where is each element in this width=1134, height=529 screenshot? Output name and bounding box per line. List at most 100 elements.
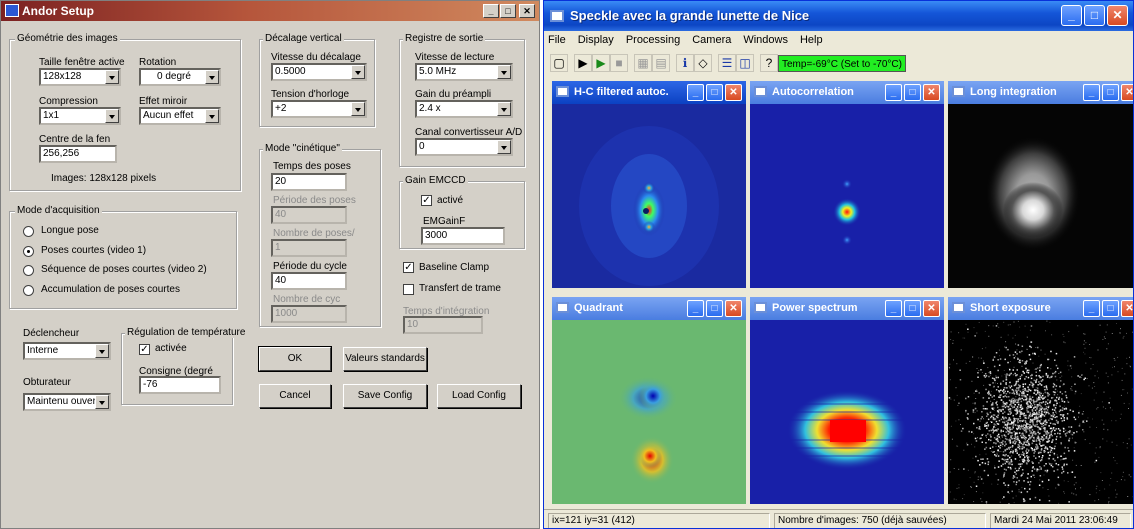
maximize-icon[interactable]: □	[1084, 5, 1105, 26]
menu-file[interactable]: File	[548, 34, 566, 46]
chevron-down-icon[interactable]	[497, 65, 511, 79]
close-icon[interactable]: ✕	[1121, 300, 1133, 317]
chevron-down-icon[interactable]	[105, 109, 119, 123]
lecture-select[interactable]: 5.0 MHz	[415, 63, 513, 81]
andor-title-bar[interactable]: Andor Setup _ □ ✕	[1, 1, 539, 21]
minimize-icon[interactable]: _	[687, 84, 704, 101]
menu-display[interactable]: Display	[577, 34, 614, 46]
erase-icon[interactable]: ◇	[694, 54, 712, 72]
panel-title-bar[interactable]: H-C filtered autoc. _ □ ✕	[552, 81, 746, 104]
panel-short-exposure[interactable]: Short exposure _ □ ✕	[948, 297, 1133, 507]
menu-processing[interactable]: Processing	[625, 34, 681, 46]
maximize-icon[interactable]: □	[904, 300, 921, 317]
menu-windows[interactable]: Windows	[743, 34, 788, 46]
standard-values-button[interactable]: Valeurs standards	[343, 347, 427, 371]
rotation-select[interactable]: 0 degré	[139, 68, 221, 86]
stop-icon[interactable]: ■	[610, 54, 628, 72]
declencheur-select[interactable]: Interne	[23, 342, 111, 360]
canal-select[interactable]: 0	[415, 138, 513, 156]
chevron-down-icon[interactable]	[95, 395, 109, 409]
emccd-checkbox[interactable]: ✓	[421, 195, 432, 206]
panel-title-bar[interactable]: Short exposure _ □ ✕	[948, 297, 1133, 320]
obturateur-select[interactable]: Maintenu ouvert	[23, 393, 111, 411]
close-icon[interactable]: ✕	[1107, 5, 1128, 26]
cancel-button[interactable]: Cancel	[259, 384, 331, 408]
close-icon[interactable]: ✕	[923, 84, 940, 101]
minimize-icon[interactable]: _	[1083, 84, 1100, 101]
chevron-down-icon[interactable]	[105, 70, 119, 84]
chevron-down-icon[interactable]	[205, 70, 219, 84]
vitesse-decalage-select[interactable]: 0.5000	[271, 63, 367, 81]
close-icon[interactable]: ✕	[1121, 84, 1133, 101]
close-icon[interactable]: ✕	[725, 84, 742, 101]
speckle-dot	[1040, 396, 1042, 398]
chevron-down-icon[interactable]	[205, 109, 219, 123]
info-icon[interactable]: ℹ	[676, 54, 694, 72]
maximize-icon[interactable]: □	[706, 300, 723, 317]
gain-preampli-select[interactable]: 2.4 x	[415, 100, 513, 118]
noise-dot	[1089, 494, 1091, 496]
acquisition-radio[interactable]	[23, 226, 34, 237]
grid-icon[interactable]: ▦	[634, 54, 652, 72]
chevron-down-icon[interactable]	[497, 140, 511, 154]
chevron-down-icon[interactable]	[351, 65, 365, 79]
chevron-down-icon[interactable]	[95, 344, 109, 358]
menu-help[interactable]: Help	[799, 34, 823, 46]
panel-title-bar[interactable]: Quadrant _ □ ✕	[552, 297, 746, 320]
ok-button[interactable]: OK	[258, 346, 332, 372]
noise-dot	[1007, 486, 1009, 488]
help-cursor-icon[interactable]: ?	[760, 54, 778, 72]
maximize-icon[interactable]: □	[1102, 84, 1119, 101]
close-icon[interactable]: ✕	[725, 300, 742, 317]
minimize-icon[interactable]: _	[1083, 300, 1100, 317]
acquisition-radio[interactable]	[23, 265, 34, 276]
minimize-icon[interactable]: _	[483, 4, 499, 18]
speckle-dot	[1017, 419, 1019, 422]
horizontal-split-icon[interactable]: ☰	[718, 54, 736, 72]
temps-poses-input[interactable]: 20	[271, 173, 347, 191]
load-config-button[interactable]: Load Config	[437, 384, 521, 408]
panel-power-spectrum[interactable]: Power spectrum _ □ ✕	[750, 297, 944, 507]
tension-select[interactable]: +2	[271, 100, 367, 118]
miroir-select[interactable]: Aucun effet	[139, 107, 221, 125]
chevron-down-icon[interactable]	[497, 102, 511, 116]
panel-autocorrelation[interactable]: Autocorrelation _ □ ✕	[750, 81, 944, 288]
acquisition-radio[interactable]	[23, 284, 34, 296]
transfert-checkbox[interactable]	[403, 284, 414, 295]
panel-title-bar[interactable]: Power spectrum _ □ ✕	[750, 297, 944, 320]
speckle-dot	[1009, 438, 1011, 440]
maximize-icon[interactable]: □	[904, 84, 921, 101]
panel-quadrant[interactable]: Quadrant _ □ ✕	[552, 297, 746, 507]
vertical-split-icon[interactable]: ◫	[736, 54, 754, 72]
maximize-icon[interactable]: □	[500, 4, 516, 18]
panel-hc-filtered[interactable]: H-C filtered autoc. _ □ ✕	[552, 81, 746, 288]
baseline-checkbox[interactable]: ✓	[403, 262, 414, 273]
maximize-icon[interactable]: □	[706, 84, 723, 101]
panel-title-bar[interactable]: Autocorrelation _ □ ✕	[750, 81, 944, 104]
periode-cycle-input[interactable]: 40	[271, 272, 347, 290]
speckle-title-bar[interactable]: Speckle avec la grande lunette de Nice _…	[544, 1, 1133, 31]
taille-select[interactable]: 128x128	[39, 68, 121, 86]
acquisition-radio[interactable]	[23, 245, 34, 257]
new-document-icon[interactable]: ▢	[550, 54, 568, 72]
centre-input[interactable]: 256,256	[39, 145, 117, 163]
panel-long-integration[interactable]: Long integration _ □ ✕	[948, 81, 1133, 288]
menu-camera[interactable]: Camera	[692, 34, 732, 46]
emgain-input[interactable]: 3000	[421, 227, 505, 245]
compression-select[interactable]: 1x1	[39, 107, 121, 125]
step-play-icon[interactable]: ▶	[592, 54, 610, 72]
consigne-input[interactable]: -76	[139, 376, 221, 394]
panel-title-bar[interactable]: Long integration _ □ ✕	[948, 81, 1133, 104]
minimize-icon[interactable]: _	[1061, 5, 1082, 26]
maximize-icon[interactable]: □	[1102, 300, 1119, 317]
minimize-icon[interactable]: _	[885, 300, 902, 317]
minimize-icon[interactable]: _	[885, 84, 902, 101]
chevron-down-icon[interactable]	[351, 102, 365, 116]
close-icon[interactable]: ✕	[519, 4, 535, 18]
minimize-icon[interactable]: _	[687, 300, 704, 317]
play-icon[interactable]: ▶	[574, 54, 592, 72]
tile-icon[interactable]: ▤	[652, 54, 670, 72]
close-icon[interactable]: ✕	[923, 300, 940, 317]
temperature-checkbox[interactable]: ✓	[139, 344, 150, 355]
save-config-button[interactable]: Save Config	[343, 384, 427, 408]
